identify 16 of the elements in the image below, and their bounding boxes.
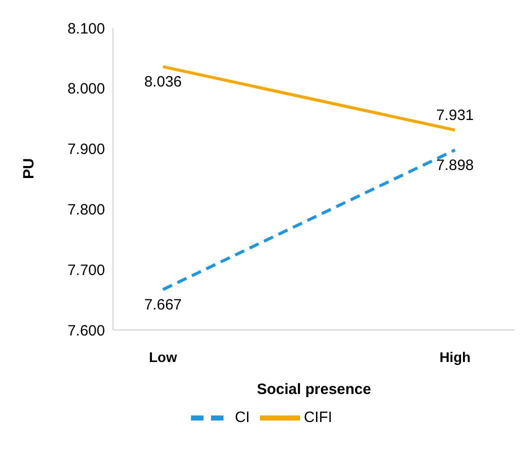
y-tick-label: 7.600 xyxy=(67,322,105,340)
x-tick-label: Low xyxy=(149,348,178,365)
legend-label: CI xyxy=(234,408,250,426)
x-tick-label: High xyxy=(439,348,471,365)
y-axis-title: PU xyxy=(20,158,38,179)
y-tick-label: 7.900 xyxy=(67,141,105,158)
y-tick-label: 8.100 xyxy=(67,20,105,38)
data-label: 7.667 xyxy=(144,296,182,314)
y-tick-label: 7.700 xyxy=(67,262,105,279)
data-label: 7.898 xyxy=(436,157,474,174)
legend-label: CIFI xyxy=(304,408,332,426)
data-label: 8.036 xyxy=(144,74,182,91)
x-axis-title: Social presence xyxy=(256,381,372,398)
data-label: 7.931 xyxy=(436,107,474,124)
y-tick-label: 7.800 xyxy=(67,202,105,219)
y-tick-label: 8.000 xyxy=(67,80,105,98)
